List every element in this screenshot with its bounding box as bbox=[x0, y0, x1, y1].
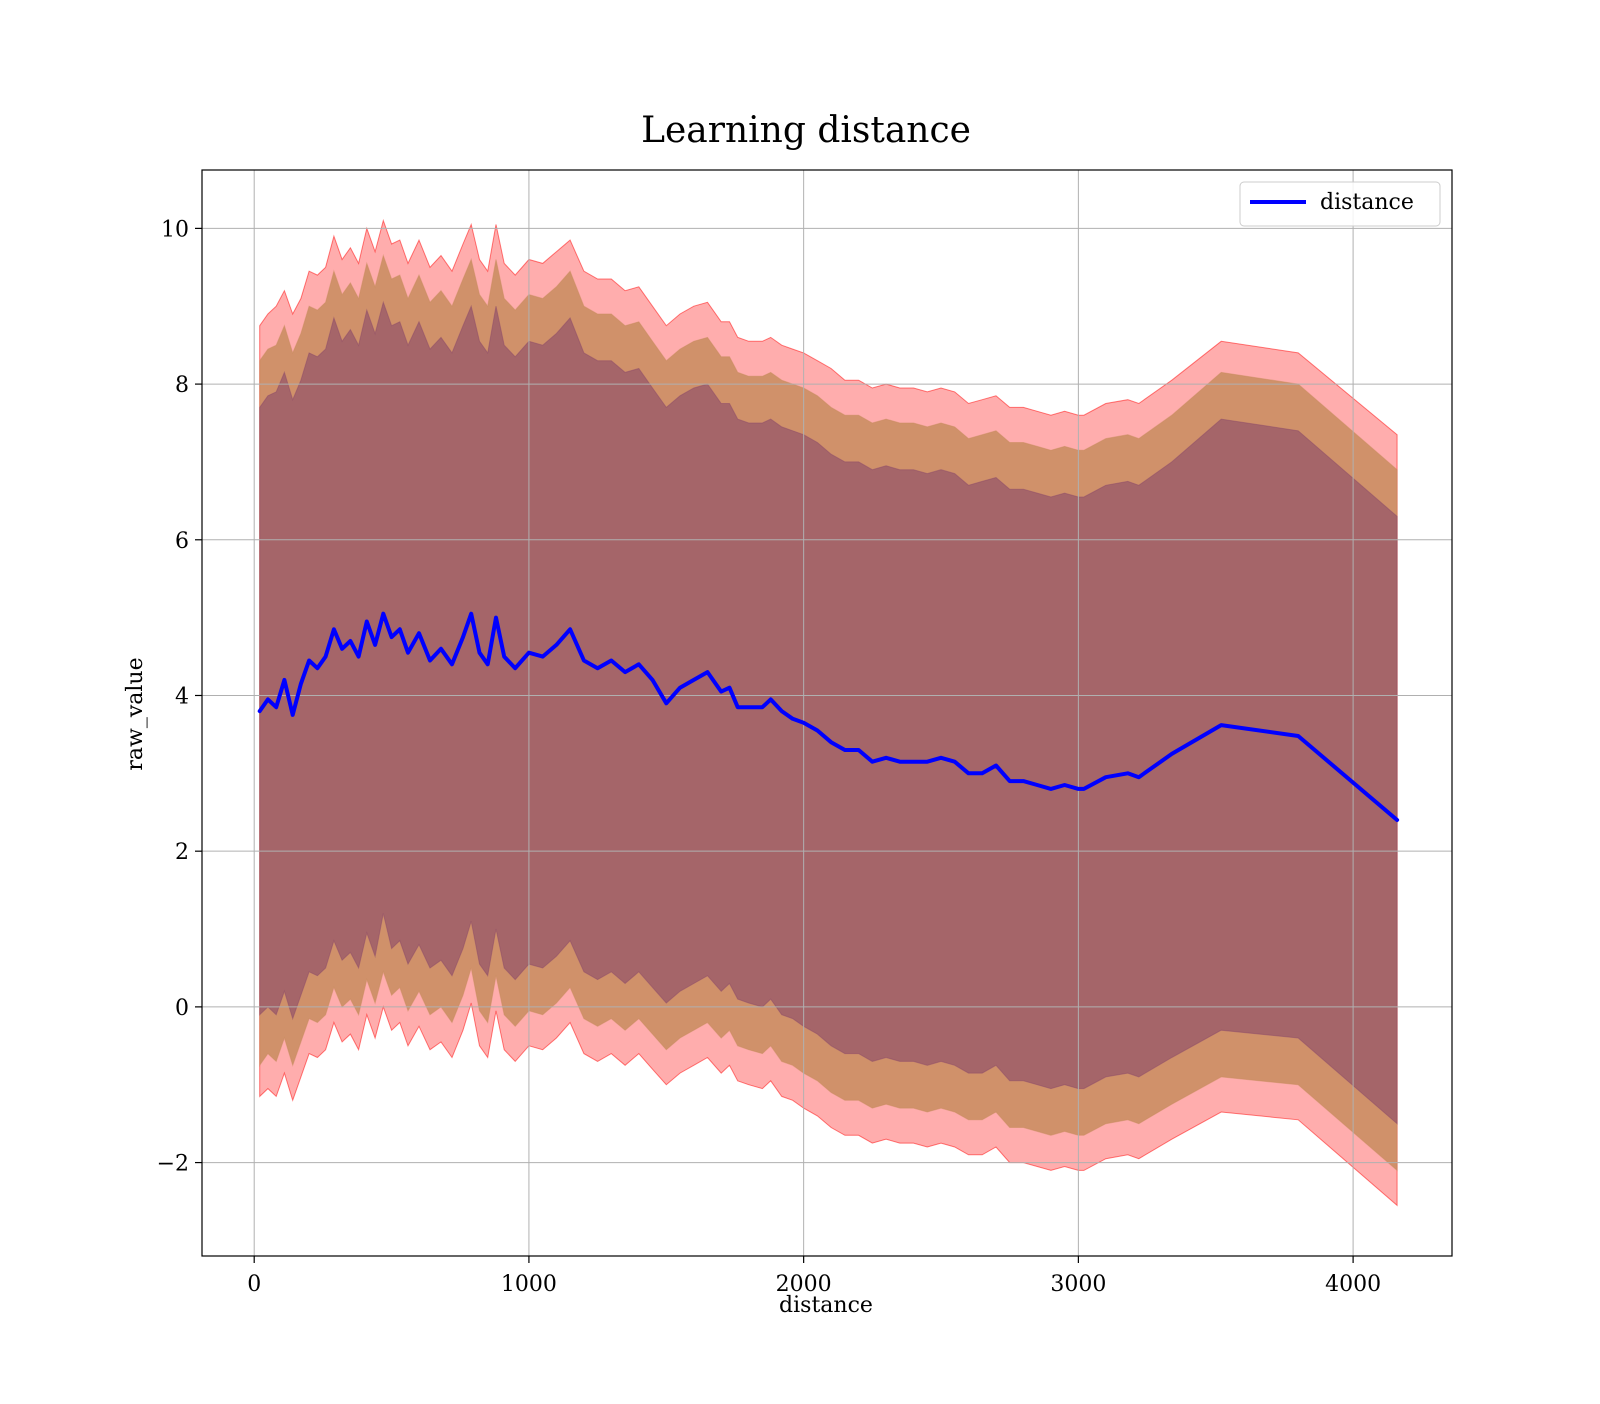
y-tick-label-4: 6 bbox=[175, 529, 189, 554]
chart-title: Learning distance bbox=[641, 110, 971, 151]
x-tick-label-3: 3000 bbox=[1050, 1272, 1106, 1297]
series-lines bbox=[257, 611, 1400, 822]
legend-box bbox=[1239, 181, 1441, 227]
grid bbox=[202, 170, 1452, 1256]
x-tick-label-4: 4000 bbox=[1325, 1272, 1381, 1297]
plot-frame bbox=[201, 169, 1453, 1257]
x-tick-label-1: 1000 bbox=[501, 1272, 557, 1297]
confidence-bands bbox=[259, 218, 1398, 1207]
x-tick-label-2: 2000 bbox=[776, 1272, 832, 1297]
y-tick-label-1: 0 bbox=[175, 996, 189, 1021]
y-axis-ticks: −2 0 2 4 6 8 10 bbox=[157, 217, 202, 1177]
x-tick-label-0: 0 bbox=[247, 1272, 261, 1297]
y-tick-label-2: 2 bbox=[175, 840, 189, 865]
x-axis-label: distance bbox=[779, 1293, 873, 1318]
y-tick-label-6: 10 bbox=[161, 217, 189, 242]
band-2 bbox=[259, 300, 1398, 1125]
y-tick-label-0: −2 bbox=[157, 1152, 189, 1177]
plot-area bbox=[201, 169, 1453, 1257]
x-axis-ticks: 0 1000 2000 3000 4000 bbox=[247, 1256, 1381, 1297]
y-tick-label-5: 8 bbox=[175, 373, 189, 398]
series-line-0 bbox=[257, 611, 1400, 822]
y-tick-label-3: 4 bbox=[175, 684, 189, 709]
y-axis-label: raw_value bbox=[123, 657, 148, 770]
legend: distance bbox=[1239, 181, 1441, 227]
legend-label-distance: distance bbox=[1320, 190, 1414, 215]
